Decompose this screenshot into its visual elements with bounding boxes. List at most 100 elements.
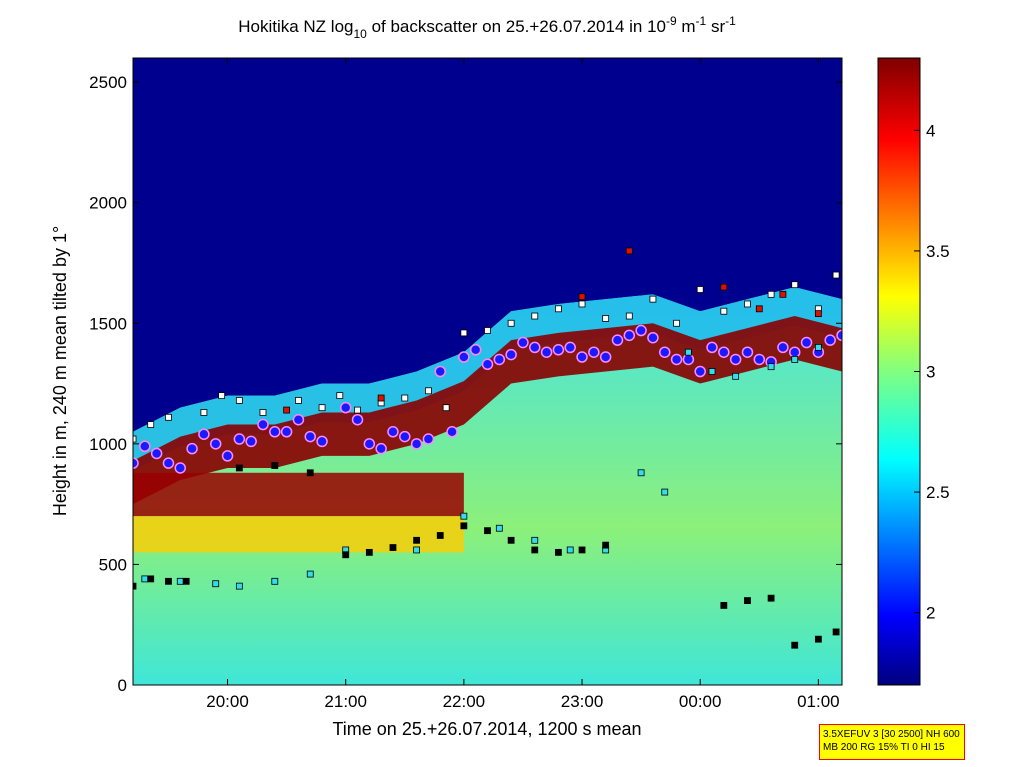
white-square-point xyxy=(133,435,137,443)
blue-circle-point xyxy=(162,457,175,469)
y-axis-label: Height in m, 240 m mean tilted by 1° xyxy=(50,226,70,516)
white-square-point xyxy=(165,413,172,421)
blue-circle-point xyxy=(186,442,198,455)
black-square-point xyxy=(555,548,562,556)
cyan-square-point xyxy=(235,582,243,590)
white-square-point xyxy=(832,271,840,279)
blue-circle-point xyxy=(269,426,281,438)
blue-circle-point xyxy=(363,438,376,450)
white-square-point xyxy=(318,404,326,412)
cyan-square-point xyxy=(141,575,149,583)
blue-circle-point xyxy=(351,413,364,426)
red-square-point xyxy=(283,406,291,414)
white-square-point xyxy=(744,300,751,308)
red-square-point xyxy=(755,305,763,313)
red-square-point xyxy=(814,310,822,318)
info-line-2: MB 200 RG 15% TI 0 HI 15 xyxy=(823,742,945,753)
blue-circle-point xyxy=(741,346,754,358)
y-tick-label: 500 xyxy=(99,555,127,574)
white-square-point xyxy=(720,307,728,315)
blue-circle-point xyxy=(150,447,163,460)
blue-circle-point xyxy=(469,344,482,356)
blue-circle-point xyxy=(316,435,328,448)
blue-circle-point xyxy=(174,462,187,474)
blue-circle-point xyxy=(517,336,529,349)
blue-circle-point xyxy=(481,358,494,371)
blue-circle-point xyxy=(753,353,766,366)
blue-circle-point xyxy=(836,329,842,342)
colorbar-axis: 2 2.5 3 3.5 4 xyxy=(914,121,950,623)
cyan-square-point xyxy=(460,512,468,520)
black-square-point xyxy=(147,575,155,583)
white-square-point xyxy=(235,397,243,404)
blue-circle-point xyxy=(133,457,139,469)
blue-circle-point xyxy=(694,365,706,378)
white-square-point xyxy=(767,290,775,298)
red-square-point xyxy=(625,247,633,255)
white-square-point xyxy=(484,327,491,334)
colorbar-tick-label: 3 xyxy=(926,363,935,382)
y-tick-label: 1000 xyxy=(89,435,127,454)
clear-sky-region xyxy=(133,58,842,432)
blue-circle-point xyxy=(800,336,813,349)
black-square-point xyxy=(306,469,314,477)
blue-circle-point xyxy=(493,353,506,366)
blue-circle-point xyxy=(635,324,647,337)
colorbar-tick-label: 2.5 xyxy=(926,483,950,502)
white-square-point xyxy=(354,406,361,414)
blue-circle-point xyxy=(399,430,411,443)
cyan-square-point xyxy=(271,577,279,585)
white-square-point xyxy=(218,392,226,400)
colorbar-tick-label: 3.5 xyxy=(926,242,950,261)
black-square-point xyxy=(767,594,775,602)
black-square-point xyxy=(744,597,751,604)
cyan-square-point xyxy=(684,348,692,356)
marker-series xyxy=(133,247,842,649)
black-square-point xyxy=(133,582,137,590)
blue-circle-point xyxy=(209,438,222,450)
blue-circle-point xyxy=(375,442,387,455)
x-tick-label: 00:00 xyxy=(679,692,722,711)
white-square-point xyxy=(460,329,468,337)
blue-circle-point xyxy=(434,365,446,378)
y-axis: 0 500 1000 1500 2000 2500 xyxy=(89,73,842,695)
blue-circle-point xyxy=(576,351,588,363)
white-square-point xyxy=(259,409,267,416)
blue-circle-point xyxy=(611,334,624,346)
x-tick-label: 01:00 xyxy=(797,692,840,711)
black-square-point xyxy=(365,548,373,556)
white-square-point xyxy=(295,397,302,404)
blue-circle-point xyxy=(410,438,423,450)
white-square-point xyxy=(649,295,657,303)
white-square-point xyxy=(555,305,562,313)
blue-circle-point xyxy=(824,334,836,346)
blue-circle-point xyxy=(552,344,565,356)
white-square-point xyxy=(531,312,539,320)
black-square-point xyxy=(389,544,397,551)
white-square-point xyxy=(578,300,586,308)
plot-frame xyxy=(132,57,843,686)
cyan-square-point xyxy=(531,536,539,544)
colorbar-tick-label: 4 xyxy=(926,121,935,140)
blue-circle-point xyxy=(623,329,636,342)
blue-circle-point xyxy=(280,426,293,438)
blue-circle-point xyxy=(446,426,458,438)
info-box: 3.5XEFUV 3 [30 2500] NH 600 MB 200 RG 15… xyxy=(819,724,965,760)
blue-circle-point xyxy=(422,433,435,445)
black-square-point xyxy=(578,546,586,554)
info-line-1: 3.5XEFUV 3 [30 2500] NH 600 xyxy=(823,729,960,740)
cyan-square-point xyxy=(708,368,716,375)
backscatter-layers xyxy=(133,58,842,553)
white-square-point xyxy=(507,319,515,327)
aerosol-layer-body xyxy=(133,516,464,553)
y-tick-label: 1500 xyxy=(89,314,127,333)
white-square-point xyxy=(200,409,208,416)
blue-circle-point xyxy=(387,426,399,438)
blue-circle-point xyxy=(245,435,257,448)
cyan-square-point xyxy=(637,469,645,477)
black-square-point xyxy=(342,551,350,559)
blue-circle-point xyxy=(505,348,517,361)
white-square-point xyxy=(673,319,680,327)
white-square-point xyxy=(625,312,633,320)
